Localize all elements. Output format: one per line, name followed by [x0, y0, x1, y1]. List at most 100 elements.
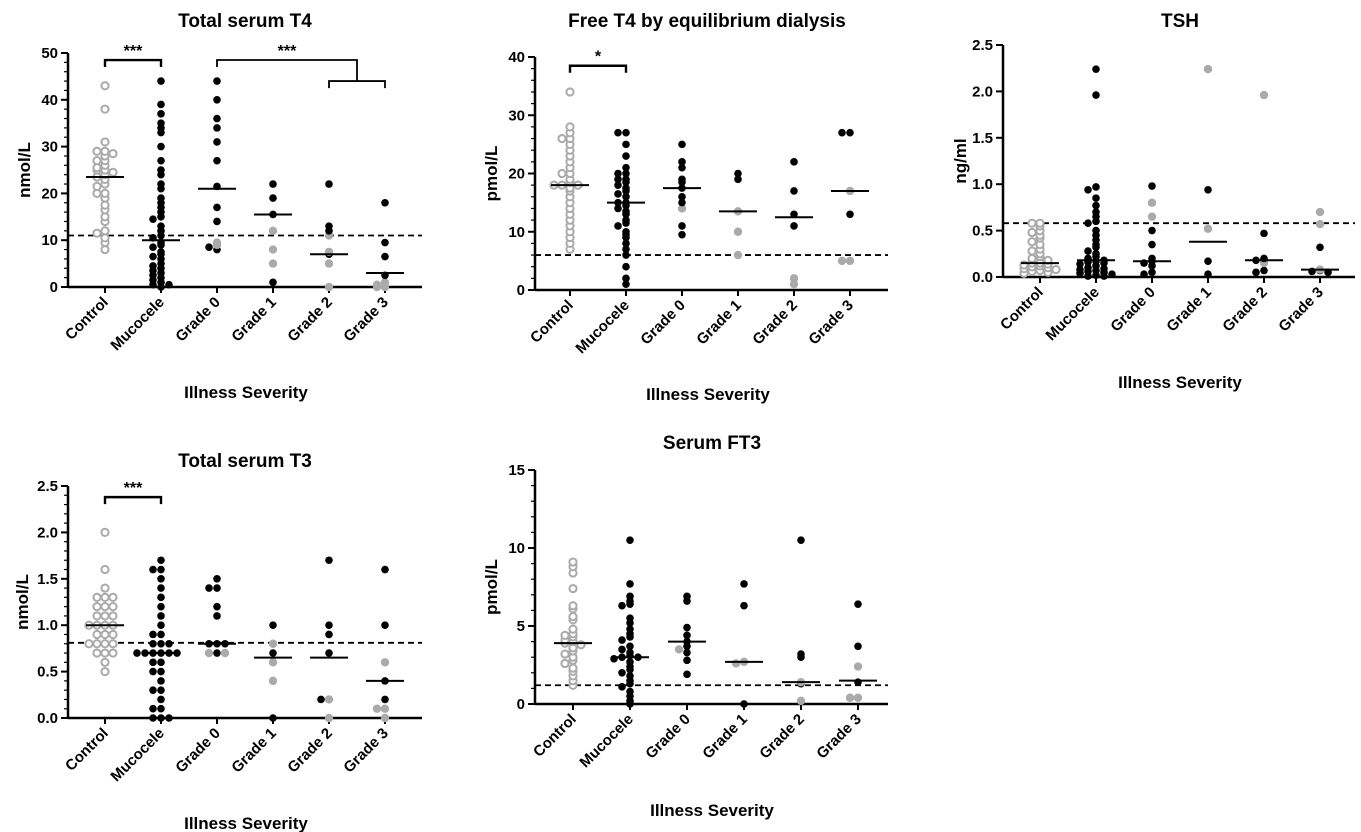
data-point [1027, 253, 1037, 264]
data-point [133, 649, 141, 657]
data-point [268, 259, 278, 268]
data-point [149, 243, 157, 252]
data-point [789, 279, 799, 289]
data-point [100, 104, 110, 114]
category-label: Mucocele [576, 711, 636, 771]
data-point [854, 600, 862, 608]
data-point [157, 686, 165, 694]
data-point [846, 128, 854, 137]
data-point [317, 695, 325, 704]
data-point [213, 575, 221, 583]
data-point [683, 648, 691, 657]
significance-bracket [103, 495, 163, 505]
data-point [1027, 218, 1037, 228]
category-label: Grade 1 [228, 725, 280, 777]
data-point [626, 658, 634, 666]
chart-title: TSH [1161, 11, 1199, 32]
data-point [622, 262, 630, 271]
category-label: Grade 0 [1107, 284, 1159, 336]
data-point [157, 593, 165, 602]
significance-bracket [216, 59, 358, 82]
data-point [853, 693, 863, 702]
data-point [626, 642, 634, 651]
data-point [618, 683, 626, 691]
y-tick-label: 40 [508, 49, 525, 66]
data-point [678, 198, 686, 207]
data-point [92, 156, 102, 166]
data-point [789, 274, 799, 283]
x-axis-label: Illness Severity [1118, 373, 1242, 392]
category-label: Mucocele [1042, 284, 1102, 344]
data-point [100, 527, 110, 538]
chart-panel-4: Serum FT3 pmol/L Illness Severity 0 5 10 15 Con… [482, 433, 888, 820]
data-point [92, 592, 102, 602]
y-tick-label: 1.5 [972, 130, 993, 147]
y-tick-label: 20 [508, 166, 525, 183]
data-point [157, 556, 165, 565]
data-point [853, 662, 863, 671]
data-point [568, 624, 578, 634]
data-point [560, 658, 570, 669]
data-point [213, 77, 221, 85]
data-point [157, 677, 165, 685]
data-point [626, 648, 634, 657]
y-tick-label: 40 [41, 92, 58, 109]
data-point [157, 166, 165, 174]
data-point [92, 181, 102, 191]
data-point [837, 256, 847, 266]
data-point [1076, 260, 1084, 268]
data-point [1051, 264, 1061, 275]
data-point [325, 222, 333, 230]
category-label: Grade 0 [642, 711, 694, 763]
data-point [157, 584, 165, 592]
data-point [213, 96, 221, 104]
category-label: Grade 3 [340, 294, 392, 346]
data-point [92, 648, 102, 658]
data-point [100, 188, 110, 198]
data-point [740, 580, 748, 588]
data-point [213, 156, 221, 165]
significance-bracket [328, 80, 386, 89]
data-point [205, 243, 213, 252]
data-point [381, 695, 389, 704]
data-point [1092, 201, 1100, 210]
data-point [108, 648, 118, 658]
data-point [157, 194, 165, 202]
chart-panel-0: Total serum T4 nmol/L Illness Severity 0 10 2… [15, 11, 422, 402]
data-point [614, 204, 622, 213]
data-point [213, 114, 221, 123]
data-point [325, 630, 333, 639]
data-point [1092, 91, 1100, 99]
category-label: Control [527, 297, 577, 347]
data-point [157, 180, 165, 188]
data-point [622, 274, 630, 283]
data-point [1259, 90, 1269, 100]
data-point [100, 564, 110, 575]
data-point [149, 686, 157, 694]
data-point [380, 704, 390, 713]
data-point [381, 252, 389, 261]
data-point [1084, 247, 1092, 255]
data-point [325, 180, 333, 188]
data-point [268, 639, 278, 648]
category-label: Control [62, 725, 112, 775]
y-tick-label: 10 [41, 232, 58, 249]
data-point [92, 602, 102, 612]
data-point [372, 704, 382, 713]
data-point [622, 128, 630, 137]
data-point [84, 639, 94, 649]
data-point [213, 612, 221, 620]
data-point [165, 280, 173, 289]
data-point [157, 630, 165, 639]
y-tick-label: 1.0 [37, 617, 58, 634]
data-point [149, 565, 157, 574]
data-point [1204, 185, 1212, 194]
y-tick-label: 15 [508, 462, 525, 479]
data-point [1148, 182, 1156, 190]
data-point [157, 612, 165, 620]
y-tick-label: 2.5 [972, 37, 993, 54]
category-label: Control [62, 294, 112, 344]
y-tick-label: 0.5 [972, 223, 993, 240]
data-point [790, 187, 798, 195]
y-tick-label: 0 [517, 696, 525, 713]
